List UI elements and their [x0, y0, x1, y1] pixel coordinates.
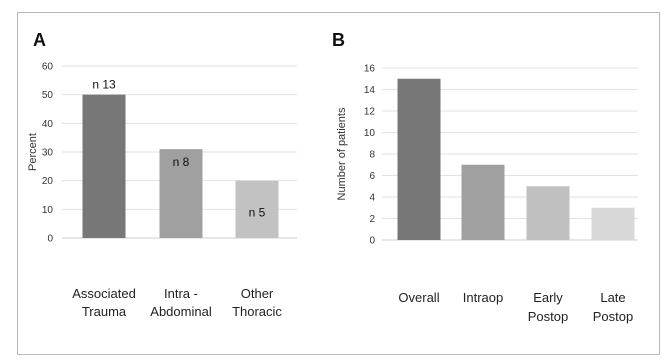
y-tick-label: 0 — [47, 234, 53, 245]
x-category-label-line: Trauma — [82, 304, 127, 319]
panel-label: B — [332, 30, 345, 50]
data-label: n 13 — [92, 78, 116, 92]
x-category-label-line: Abdominal — [150, 304, 212, 319]
y-tick-label: 10 — [42, 205, 54, 216]
x-category-label-line: Early — [533, 290, 563, 305]
x-category-label: Late Postop — [593, 290, 633, 324]
figure-frame — [17, 12, 660, 355]
y-tick-label: 30 — [42, 148, 54, 159]
bar — [397, 78, 441, 240]
y-tick-label: 10 — [364, 128, 376, 139]
y-axis-title: Percent — [27, 133, 39, 171]
data-label: n 5 — [249, 206, 266, 220]
y-tick-label: 6 — [369, 171, 375, 182]
data-label: n 8 — [173, 155, 190, 169]
x-category-label-line: Associated — [72, 286, 136, 301]
x-category-label: Early Postop — [528, 290, 568, 324]
bar — [235, 180, 279, 238]
y-tick-label: 8 — [369, 150, 375, 161]
y-axis-title: Number of patients — [336, 107, 348, 200]
bar — [159, 149, 203, 238]
chart-panel-b: B 0 2 4 6 8 10 12 14 16 Number of patients Overall I… — [332, 30, 638, 324]
y-tick-label: 2 — [369, 214, 375, 225]
x-category-label: Overall — [398, 290, 439, 305]
y-tick-label: 12 — [364, 107, 376, 118]
x-category-label: Associated Trauma — [72, 286, 136, 319]
y-tick-label: 20 — [42, 176, 54, 187]
panel-label: A — [33, 30, 46, 50]
y-tick-label: 14 — [364, 85, 376, 96]
x-category-label-line: Other — [241, 286, 274, 301]
y-tick-label: 4 — [369, 193, 375, 204]
x-category-label-line: Intraop — [463, 290, 503, 305]
x-category-label-line: Intra - — [164, 286, 198, 301]
x-category-label-line: Late — [600, 290, 625, 305]
y-tick-label: 60 — [42, 62, 54, 73]
y-tick-label: 16 — [364, 64, 376, 75]
x-category-label: Intra - Abdominal — [150, 286, 212, 319]
y-tick-label: 50 — [42, 90, 54, 101]
y-tick-label: 40 — [42, 119, 54, 130]
bar — [526, 186, 570, 240]
bar — [461, 164, 505, 240]
x-category-label-line: Thoracic — [232, 304, 282, 319]
x-category-label: Intraop — [463, 290, 503, 305]
chart-panel-a: A 0 10 20 30 40 50 60 Percent n 13 Associated Traum… — [27, 30, 297, 319]
x-category-label-line: Overall — [398, 290, 439, 305]
x-category-label-line: Postop — [593, 309, 633, 324]
x-category-label: Other Thoracic — [232, 286, 282, 319]
bar — [591, 207, 635, 240]
x-category-label-line: Postop — [528, 309, 568, 324]
bar — [82, 94, 126, 239]
y-tick-label: 0 — [369, 236, 375, 247]
